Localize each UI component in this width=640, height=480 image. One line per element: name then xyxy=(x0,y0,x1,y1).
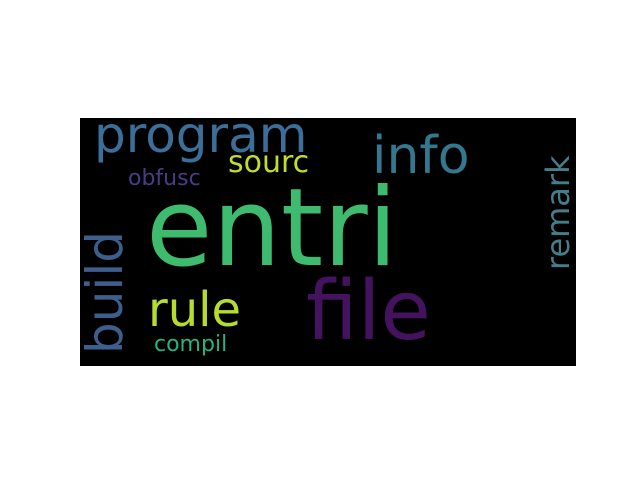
word-cloud: entri file program info build rule remar… xyxy=(80,118,576,366)
word-remark: remark xyxy=(539,155,576,270)
word-program: program xyxy=(94,118,308,164)
word-obfusc: obfusc xyxy=(128,166,201,191)
word-build: build xyxy=(80,231,134,354)
word-info: info xyxy=(372,126,470,186)
word-compil: compil xyxy=(154,332,228,357)
word-rule: rule xyxy=(148,282,242,338)
word-sourc: sourc xyxy=(228,145,310,180)
word-entri: entri xyxy=(146,166,398,291)
word-file: file xyxy=(306,264,431,359)
